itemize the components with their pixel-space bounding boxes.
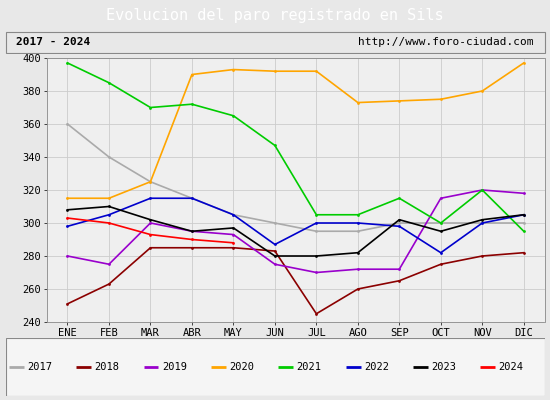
- Text: http://www.foro-ciudad.com: http://www.foro-ciudad.com: [358, 37, 534, 47]
- Text: 2020: 2020: [229, 362, 254, 372]
- Text: 2024: 2024: [499, 362, 524, 372]
- Text: 2017: 2017: [27, 362, 52, 372]
- Text: 2017 - 2024: 2017 - 2024: [16, 37, 91, 47]
- Text: 2022: 2022: [364, 362, 389, 372]
- Text: Evolucion del paro registrado en Sils: Evolucion del paro registrado en Sils: [106, 8, 444, 23]
- Text: 2019: 2019: [162, 362, 187, 372]
- Text: 2021: 2021: [296, 362, 322, 372]
- Text: 2023: 2023: [431, 362, 456, 372]
- Bar: [6, 32, 544, 53]
- Text: 2018: 2018: [95, 362, 119, 372]
